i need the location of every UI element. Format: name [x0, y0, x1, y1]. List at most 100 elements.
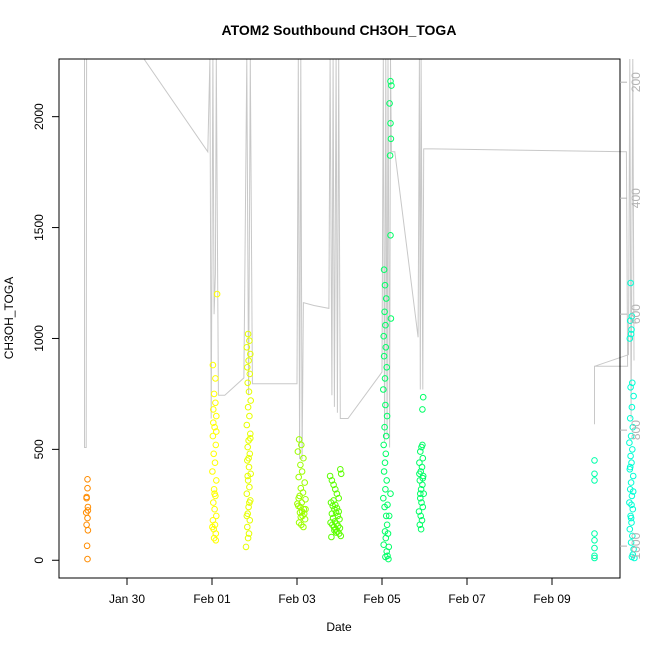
data-point [380, 332, 388, 340]
data-point [326, 472, 334, 480]
data-point [210, 419, 217, 427]
data-point [386, 100, 393, 107]
data-point [383, 364, 391, 371]
data-point [381, 459, 389, 467]
data-point [380, 352, 388, 360]
data-point [245, 503, 252, 511]
data-point [591, 477, 598, 484]
data-point [210, 499, 217, 506]
data-point [302, 496, 309, 503]
data-point [84, 507, 92, 514]
altitude-trace [84, 58, 635, 460]
data-point [387, 135, 395, 143]
data-point [298, 521, 305, 529]
x-tick-label: Feb 01 [193, 592, 231, 606]
y-tick-label: 2000 [32, 103, 46, 130]
data-point [381, 423, 388, 431]
data-point [417, 512, 425, 520]
data-point [246, 412, 253, 420]
data-point [212, 530, 220, 537]
data-point [244, 477, 252, 484]
data-point [245, 463, 253, 471]
data-point [247, 350, 254, 358]
data-point [300, 454, 307, 462]
data-point [298, 441, 305, 449]
data-point [419, 406, 426, 413]
data-point [337, 532, 345, 540]
data-point [627, 279, 634, 287]
data-point [629, 446, 636, 453]
data-point [419, 393, 427, 401]
data-point [629, 379, 636, 387]
x-tick-label: Feb 03 [278, 592, 316, 606]
y-tick-label: 0 [32, 557, 46, 564]
data-point [387, 490, 394, 498]
data-point [384, 501, 391, 509]
data-point [247, 430, 254, 438]
data-point [302, 505, 309, 513]
data-point [382, 401, 389, 409]
data-point [628, 313, 636, 320]
data-point [245, 388, 253, 396]
data-point [295, 436, 303, 443]
x-tick-label: Feb 05 [363, 592, 401, 606]
data-point [627, 539, 635, 546]
data-point [246, 450, 254, 458]
data-point [417, 490, 424, 498]
data-point [415, 508, 423, 515]
data-point [380, 468, 388, 475]
data-points [82, 77, 638, 563]
data-point [591, 470, 598, 478]
data-point [337, 470, 345, 478]
data-point [294, 500, 301, 508]
data-point [626, 317, 634, 325]
y-tick-label: 500 [32, 439, 46, 459]
x-axis: Jan 30 Feb 01 Feb 03 Feb 05 Feb 07 Feb 09 [109, 578, 571, 606]
data-point [297, 513, 305, 521]
data-point [385, 543, 393, 551]
data-point [420, 490, 428, 498]
data-point [210, 450, 217, 458]
data-point [626, 463, 634, 471]
data-point [627, 514, 635, 522]
data-point [247, 397, 254, 404]
data-point [246, 337, 253, 345]
data-point [591, 552, 598, 560]
plot-frame [58, 58, 621, 579]
data-point [628, 501, 635, 509]
data-point [211, 490, 218, 498]
data-point [381, 375, 389, 382]
data-point [332, 486, 339, 493]
data-point [244, 379, 251, 387]
data-point [629, 472, 637, 480]
data-point [628, 403, 636, 411]
data-point [626, 335, 634, 342]
x-tick-label: Jan 30 [109, 592, 145, 606]
data-point [209, 523, 216, 531]
data-point [246, 499, 253, 506]
data-point [387, 120, 394, 127]
data-point [84, 555, 91, 563]
data-point [383, 521, 391, 529]
data-point [628, 459, 635, 467]
data-point [213, 428, 220, 435]
data-point [628, 553, 636, 561]
data-point [244, 403, 252, 411]
data-point [627, 479, 635, 486]
data-point [628, 492, 636, 500]
data-point [210, 406, 217, 413]
data-point [243, 490, 251, 498]
data-point [330, 481, 337, 489]
data-point [244, 443, 251, 451]
data-point [385, 555, 392, 563]
data-point [628, 326, 635, 333]
data-point [297, 461, 304, 469]
right-y-tick-label: 400 [629, 188, 643, 208]
data-point [244, 472, 251, 480]
data-point [381, 281, 389, 289]
data-point [626, 439, 633, 447]
data-point [382, 512, 390, 520]
data-point [301, 479, 309, 486]
data-point [213, 412, 220, 420]
data-point [629, 423, 637, 431]
